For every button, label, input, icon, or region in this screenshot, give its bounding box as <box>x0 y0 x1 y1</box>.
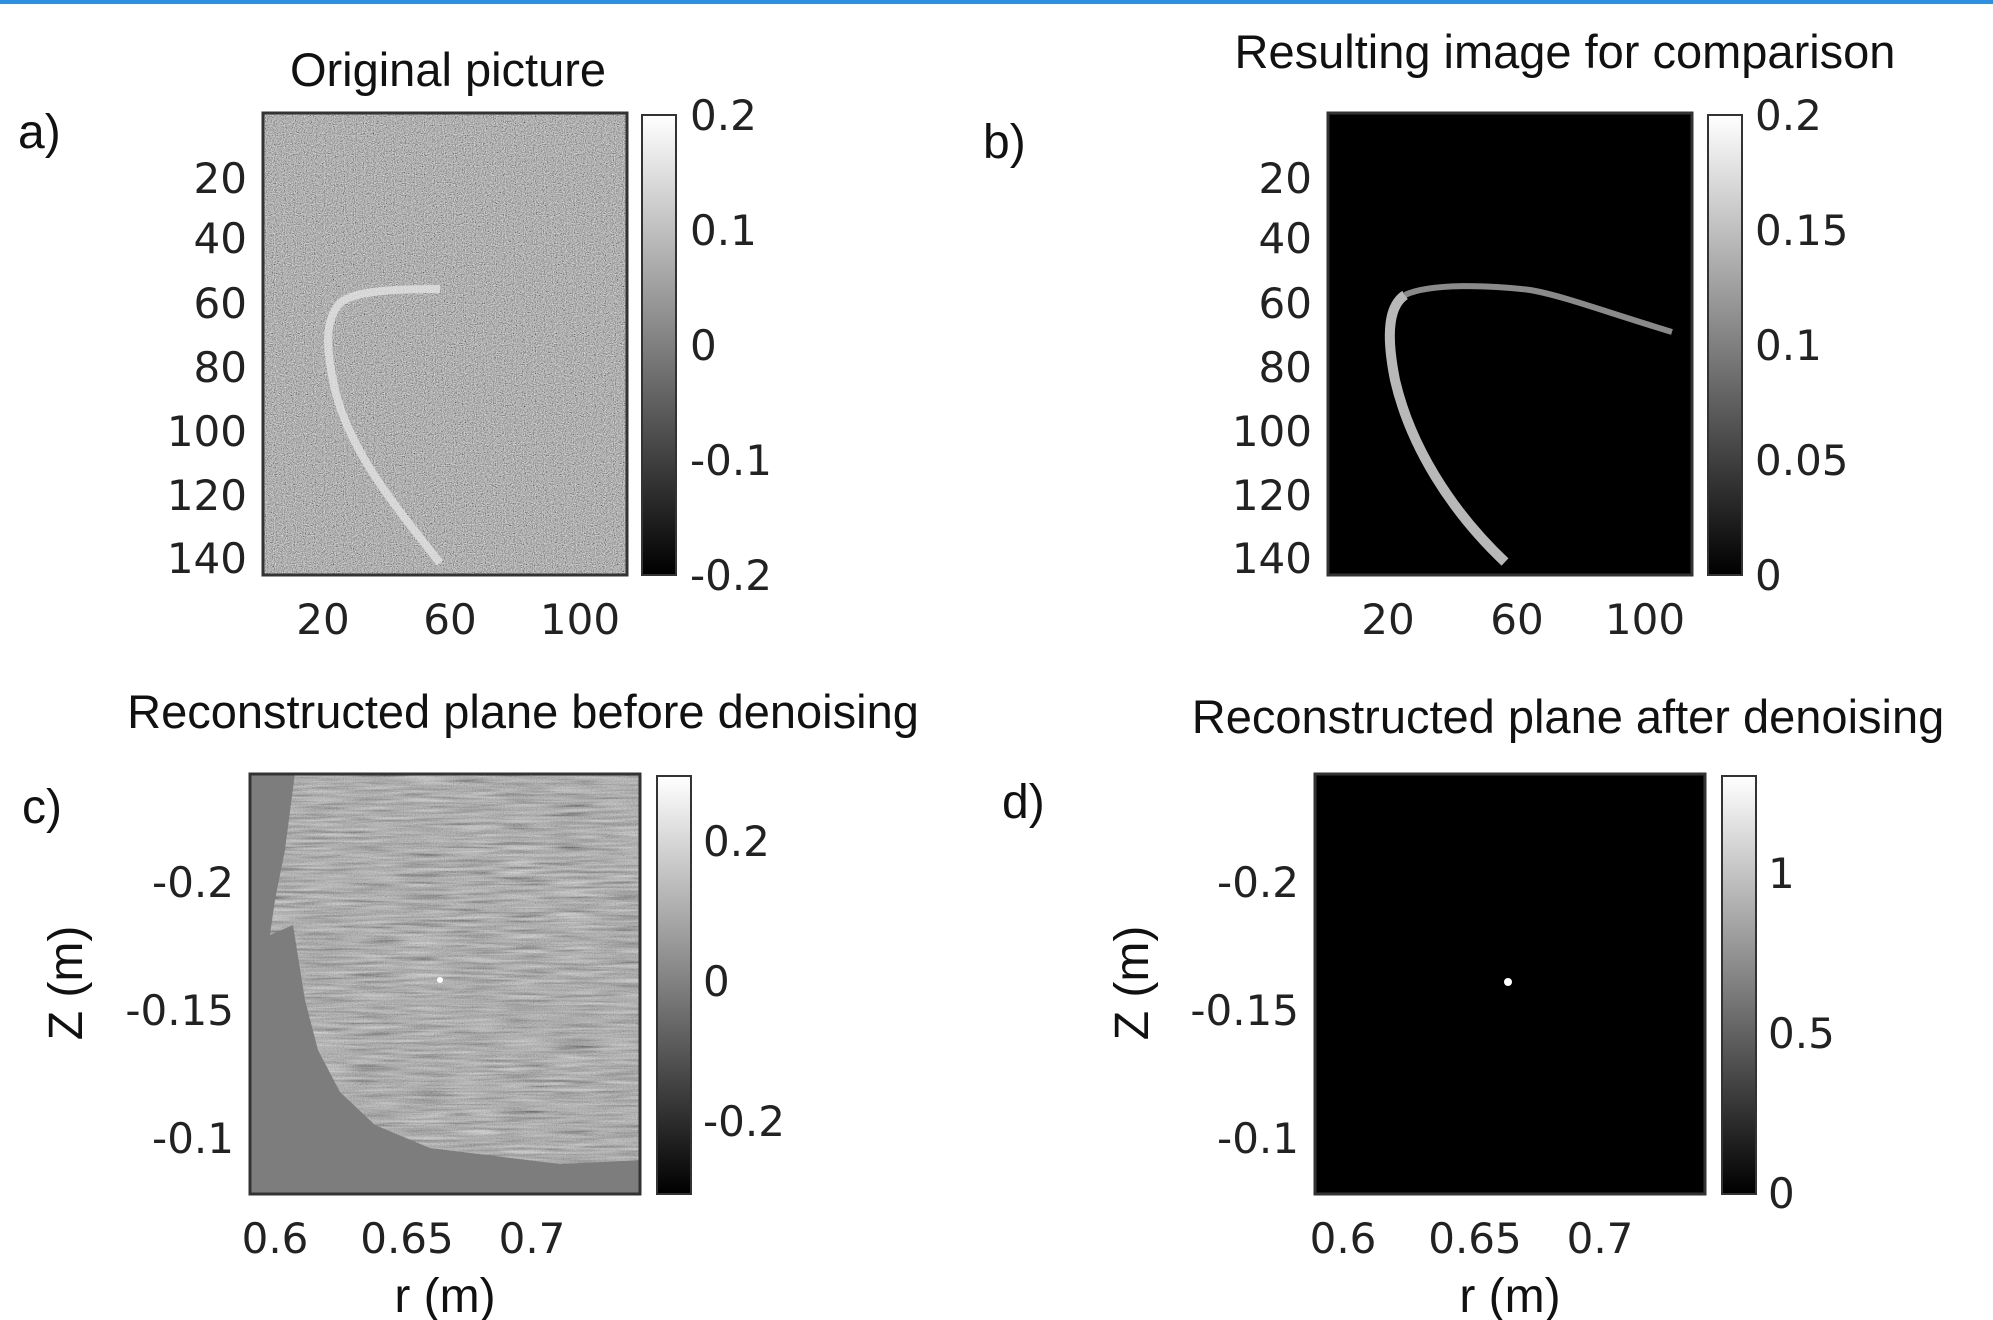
y-tick-label: -0.2 <box>152 858 234 907</box>
x-tick-label: 0.7 <box>1567 1214 1634 1263</box>
y-tick-label: -0.1 <box>152 1114 234 1163</box>
panel-a-title: Original picture <box>290 43 606 96</box>
panel-c-xlabel: r (m) <box>394 1270 495 1320</box>
panel-b-image <box>1326 111 1694 577</box>
y-tick-label: 120 <box>1232 471 1312 520</box>
x-tick-label: 60 <box>423 595 476 644</box>
panel-d-title: Reconstructed plane after denoising <box>1192 690 1944 743</box>
colorbar-tick-label: 0.1 <box>690 206 757 255</box>
y-tick-label: 40 <box>194 214 247 263</box>
y-tick-label: 80 <box>1259 343 1312 392</box>
x-tick-label: 0.65 <box>360 1214 454 1263</box>
panel-b-label: b) <box>983 116 1026 169</box>
colorbar-tick-label: 0.1 <box>1755 321 1822 370</box>
panel-c-image <box>248 772 642 1196</box>
colorbar-tick-label: 0 <box>703 957 730 1006</box>
y-tick-label: -0.1 <box>1217 1114 1299 1163</box>
panel-a: a) Original picture 20 40 60 80 100 120 … <box>18 43 772 644</box>
panel-a-image <box>261 111 629 577</box>
colorbar-tick-label: 1 <box>1768 849 1795 898</box>
panel-c-label: c) <box>22 781 62 834</box>
panel-d-x-ticks: 0.6 0.65 0.7 <box>1310 1214 1634 1263</box>
y-tick-label: 20 <box>194 154 247 203</box>
panel-b-title: Resulting image for comparison <box>1235 25 1896 78</box>
panel-b-x-ticks: 20 60 100 <box>1361 595 1685 644</box>
y-tick-label: -0.15 <box>1190 986 1299 1035</box>
panel-d-xlabel: r (m) <box>1459 1270 1560 1320</box>
panel-c-bright-point <box>437 977 443 983</box>
y-tick-label: 100 <box>167 407 247 456</box>
x-tick-label: 0.6 <box>242 1214 309 1263</box>
panel-d-colorbar: 1 0.5 0 <box>1721 775 1835 1218</box>
colorbar-tick-label: 0.2 <box>690 91 757 140</box>
x-tick-label: 20 <box>1361 595 1414 644</box>
y-tick-label: -0.15 <box>125 986 234 1035</box>
y-tick-label: -0.2 <box>1217 858 1299 907</box>
panel-b-arc <box>1384 290 1509 566</box>
colorbar-tick-label: 0 <box>1768 1169 1795 1218</box>
x-tick-label: 100 <box>540 595 620 644</box>
x-tick-label: 60 <box>1490 595 1543 644</box>
x-tick-label: 0.65 <box>1428 1214 1522 1263</box>
x-tick-label: 0.7 <box>499 1214 566 1263</box>
colorbar-tick-label: -0.1 <box>690 436 772 485</box>
y-tick-label: 80 <box>194 343 247 392</box>
panel-c-title: Reconstructed plane before denoising <box>127 685 919 738</box>
panel-b-arc-tail <box>1403 283 1673 335</box>
y-tick-label: 120 <box>167 471 247 520</box>
panel-a-y-ticks: 20 40 60 80 100 120 140 <box>167 154 247 583</box>
colorbar-tick-label: 0.5 <box>1768 1009 1835 1058</box>
y-tick-label: 100 <box>1232 407 1312 456</box>
panel-c-ylabel: Z (m) <box>40 926 93 1041</box>
panel-a-arc <box>324 285 444 566</box>
y-tick-label: 60 <box>194 279 247 328</box>
panel-b: b) Resulting image for comparison 20 40 … <box>983 25 1895 644</box>
y-tick-label: 140 <box>1232 534 1312 583</box>
panel-a-x-ticks: 20 60 100 <box>296 595 620 644</box>
panel-a-label: a) <box>18 106 61 159</box>
panel-c-x-ticks: 0.6 0.65 0.7 <box>242 1214 566 1263</box>
colorbar-tick-label: -0.2 <box>703 1097 785 1146</box>
panel-d-y-ticks: -0.2 -0.15 -0.1 <box>1190 858 1299 1163</box>
panel-d: d) Reconstructed plane after denoising Z… <box>1002 690 1944 1320</box>
panel-d-bright-point <box>1504 978 1512 986</box>
panel-b-colorbar: 0.2 0.15 0.1 0.05 0 <box>1707 91 1849 600</box>
colorbar-tick-label: 0.2 <box>703 817 770 866</box>
panel-c-y-ticks: -0.2 -0.15 -0.1 <box>125 858 234 1163</box>
colorbar-tick-label: 0.05 <box>1755 436 1849 485</box>
colorbar-tick-label: 0 <box>1755 551 1782 600</box>
y-tick-label: 60 <box>1259 279 1312 328</box>
y-tick-label: 140 <box>167 534 247 583</box>
colorbar-tick-label: 0.15 <box>1755 206 1849 255</box>
panel-d-image <box>1313 772 1707 1196</box>
x-tick-label: 100 <box>1605 595 1685 644</box>
panel-c: c) Reconstructed plane before denoising … <box>22 685 919 1320</box>
y-tick-label: 20 <box>1259 154 1312 203</box>
panel-a-colorbar: 0.2 0.1 0 -0.1 -0.2 <box>641 91 772 600</box>
panel-c-colorbar: 0.2 0 -0.2 <box>656 775 785 1195</box>
x-tick-label: 0.6 <box>1310 1214 1377 1263</box>
panel-d-label: d) <box>1002 776 1045 829</box>
panel-d-ylabel: Z (m) <box>1106 926 1159 1041</box>
colorbar-tick-label: -0.2 <box>690 551 772 600</box>
panel-b-y-ticks: 20 40 60 80 100 120 140 <box>1232 154 1312 583</box>
colorbar-tick-label: 0 <box>690 321 717 370</box>
y-tick-label: 40 <box>1259 214 1312 263</box>
colorbar-tick-label: 0.2 <box>1755 91 1822 140</box>
x-tick-label: 20 <box>296 595 349 644</box>
top-accent-bar <box>0 0 1993 4</box>
